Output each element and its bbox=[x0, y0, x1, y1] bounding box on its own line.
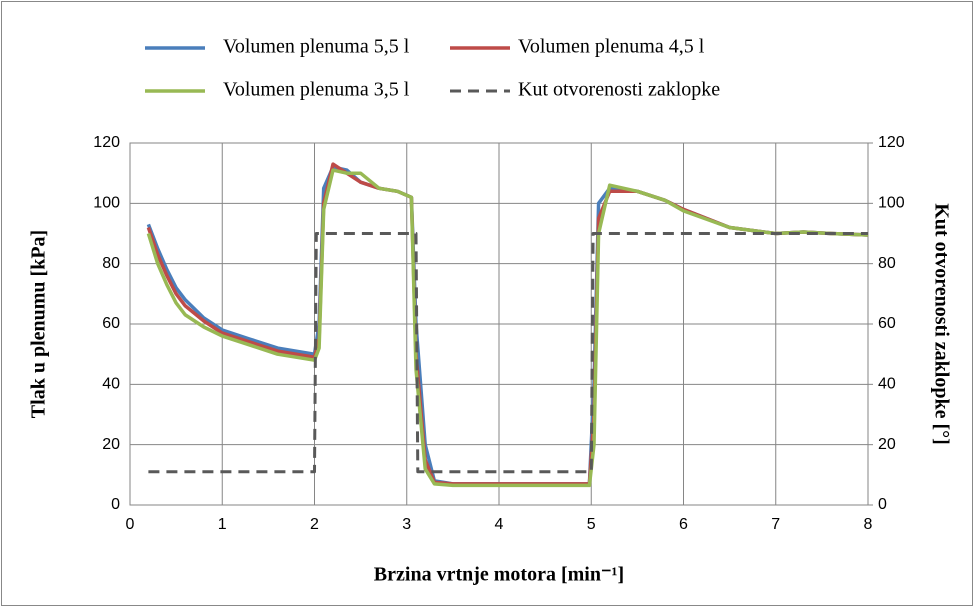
y2-tick-label: 120 bbox=[878, 134, 905, 151]
x-tick-label: 7 bbox=[771, 516, 780, 533]
y2-tick-label: 40 bbox=[878, 376, 896, 393]
y-tick-label: 40 bbox=[102, 376, 120, 393]
y-tick-label: 20 bbox=[102, 436, 120, 453]
y-tick-label: 0 bbox=[111, 496, 120, 513]
y-axis-label: Tlak u plenumu [kPa] bbox=[28, 230, 50, 418]
y-tick-label: 100 bbox=[93, 195, 120, 212]
y-tick-label: 80 bbox=[102, 255, 120, 272]
y2-tick-label: 60 bbox=[878, 315, 896, 332]
series-line bbox=[148, 232, 868, 474]
legend-label: Volumen plenuma 5,5 l bbox=[223, 36, 410, 58]
x-tick-label: 6 bbox=[679, 516, 688, 533]
x-tick-label: 2 bbox=[310, 516, 319, 533]
legend-label: Volumen plenuma 3,5 l bbox=[223, 79, 410, 101]
series-line bbox=[146, 168, 869, 488]
y-tick-label: 60 bbox=[102, 315, 120, 332]
y2-tick-label: 100 bbox=[878, 195, 905, 212]
x-tick-label: 1 bbox=[218, 516, 227, 533]
x-tick-label: 4 bbox=[495, 516, 504, 533]
y-tick-label: 120 bbox=[93, 134, 120, 151]
x-axis-label: Brzina vrtnje motora [min⁻¹] bbox=[374, 564, 624, 586]
legend-label: Kut otvorenosti zaklopke bbox=[518, 79, 720, 101]
x-tick-label: 0 bbox=[126, 516, 135, 533]
y2-tick-label: 20 bbox=[878, 436, 896, 453]
y2-axis-label: Kut otvorenosti zaklopke [°] bbox=[930, 203, 952, 445]
x-tick-label: 3 bbox=[402, 516, 411, 533]
x-tick-label: 8 bbox=[864, 516, 873, 533]
legend-label: Volumen plenuma 4,5 l bbox=[518, 36, 705, 58]
y2-tick-label: 80 bbox=[878, 255, 896, 272]
y2-tick-label: 0 bbox=[878, 496, 887, 513]
x-tick-label: 5 bbox=[587, 516, 596, 533]
